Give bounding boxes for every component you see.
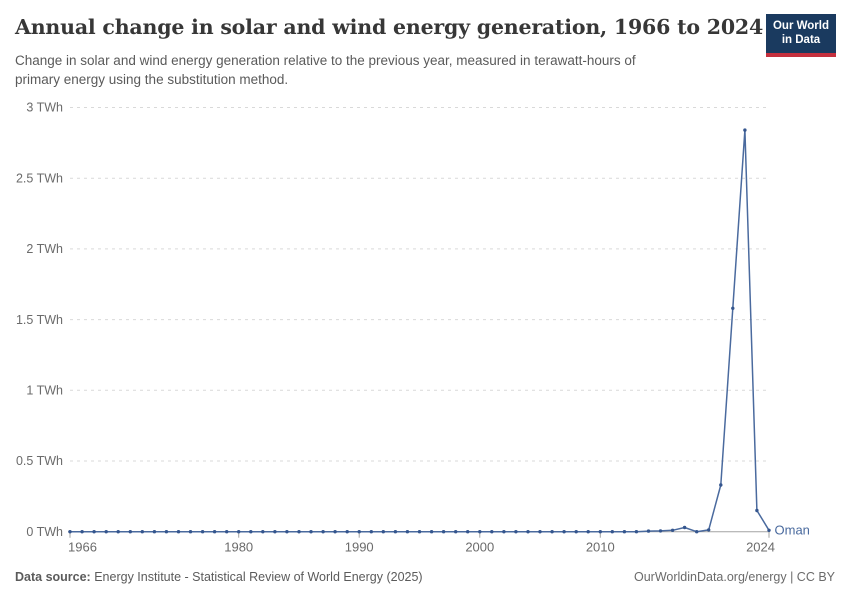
data-point[interactable]	[658, 529, 663, 533]
data-point[interactable]	[646, 529, 651, 533]
data-point[interactable]	[598, 530, 602, 534]
data-point[interactable]	[212, 530, 217, 534]
data-point[interactable]	[429, 530, 434, 534]
y-tick-label: 1 TWh	[26, 384, 63, 398]
data-point[interactable]	[417, 530, 422, 534]
data-point[interactable]	[670, 528, 675, 532]
data-point[interactable]	[610, 530, 614, 534]
y-tick-label: 2 TWh	[26, 242, 63, 256]
x-tick-label: 1990	[345, 540, 374, 555]
data-source-text: Energy Institute - Statistical Review of…	[90, 570, 423, 584]
owid-logo[interactable]: Our World in Data	[766, 14, 836, 53]
data-point[interactable]	[357, 530, 361, 534]
data-point[interactable]	[755, 508, 759, 513]
x-tick-label: 1966	[68, 540, 97, 555]
data-point[interactable]	[562, 530, 566, 534]
data-point[interactable]	[550, 530, 554, 534]
x-tick-label: 2000	[465, 540, 494, 555]
data-point[interactable]	[695, 530, 699, 534]
data-point[interactable]	[381, 530, 385, 534]
data-source-label: Data source:	[15, 570, 91, 584]
x-tick-label: 2010	[586, 540, 615, 555]
y-tick-label: 3 TWh	[26, 101, 63, 115]
data-point[interactable]	[719, 483, 723, 487]
page-title: Annual change in solar and wind energy g…	[15, 15, 764, 39]
page-subtitle: Change in solar and wind energy generati…	[15, 53, 636, 88]
owid-logo-line2: in Data	[781, 34, 821, 46]
data-point[interactable]	[237, 530, 241, 534]
data-point[interactable]	[140, 530, 144, 534]
data-point[interactable]	[393, 530, 398, 534]
x-tick-label: 1980	[224, 540, 253, 555]
data-point[interactable]	[285, 530, 289, 534]
data-point[interactable]	[526, 530, 530, 534]
data-point[interactable]	[369, 530, 373, 534]
data-point[interactable]	[297, 530, 301, 534]
data-point[interactable]	[116, 530, 120, 534]
data-point[interactable]	[321, 530, 325, 534]
y-tick-label: 0 TWh	[26, 525, 63, 539]
data-point[interactable]	[309, 530, 313, 534]
data-point[interactable]	[586, 530, 590, 534]
data-point[interactable]	[574, 530, 578, 534]
data-point[interactable]	[731, 306, 735, 310]
data-point[interactable]	[249, 530, 253, 534]
data-point[interactable]	[478, 530, 482, 534]
data-point[interactable]	[622, 530, 627, 534]
y-tick-label: 0.5 TWh	[16, 454, 63, 468]
chart-footer: Data source: Energy Institute - Statisti…	[15, 570, 835, 584]
x-tick-label: 2024	[746, 540, 775, 555]
series-label-oman[interactable]: Oman	[775, 523, 810, 538]
data-point[interactable]	[538, 530, 542, 534]
footer-license-link[interactable]: OurWorldinData.org/energy | CC BY	[633, 570, 835, 584]
series-line-oman	[70, 129, 770, 533]
y-tick-label: 1.5 TWh	[16, 313, 63, 327]
data-point[interactable]	[634, 530, 639, 534]
data-point[interactable]	[454, 530, 458, 534]
y-tick-label: 2.5 TWh	[16, 171, 63, 185]
data-point[interactable]	[128, 530, 132, 534]
data-point[interactable]	[273, 530, 277, 534]
data-point[interactable]	[682, 525, 687, 530]
data-point[interactable]	[405, 530, 410, 534]
owid-logo-bar	[766, 53, 836, 57]
data-point[interactable]	[441, 530, 446, 534]
data-point[interactable]	[333, 530, 337, 534]
data-point[interactable]	[80, 530, 84, 534]
data-point[interactable]	[743, 128, 747, 132]
data-point[interactable]	[164, 530, 169, 534]
data-point[interactable]	[514, 530, 518, 534]
data-point[interactable]	[490, 530, 494, 534]
data-point[interactable]	[104, 530, 108, 534]
data-point[interactable]	[345, 530, 349, 534]
data-point[interactable]	[466, 530, 470, 534]
data-point[interactable]	[200, 530, 205, 534]
data-point[interactable]	[502, 530, 506, 534]
data-point[interactable]	[188, 530, 193, 534]
line-chart-svg[interactable]: 0 TWh 0.5 TWh 1 TWh 1.5 TWh 2 TWh 2.5 TWh 3 TW…	[0, 95, 850, 565]
data-point[interactable]	[225, 530, 229, 534]
data-point[interactable]	[176, 530, 181, 534]
owid-logo-line1: Our World	[772, 20, 829, 32]
data-point[interactable]	[68, 530, 72, 534]
data-point[interactable]	[152, 530, 157, 534]
data-source: Data source: Energy Institute - Statisti…	[15, 570, 423, 584]
data-point[interactable]	[261, 530, 265, 534]
data-point[interactable]	[767, 528, 771, 532]
data-point[interactable]	[707, 528, 711, 532]
data-point[interactable]	[92, 530, 96, 534]
